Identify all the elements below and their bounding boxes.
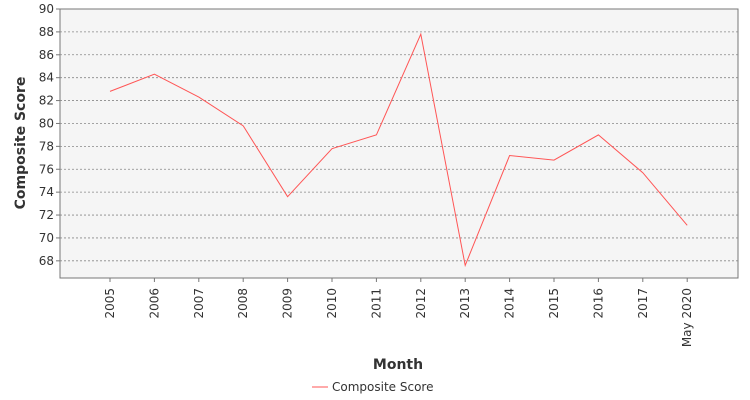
y-tick-label: 72 bbox=[39, 208, 54, 222]
series-line bbox=[109, 32, 688, 268]
y-tick-label: 86 bbox=[39, 48, 54, 62]
x-tick-label: 2017 bbox=[636, 288, 650, 319]
x-tick-label: 2013 bbox=[458, 288, 472, 319]
y-tick-label: 88 bbox=[39, 25, 54, 39]
x-axis-ticks: 2005 2006 2007 2008 2009 2010 2011 2012 2013 2014… bbox=[103, 278, 694, 347]
legend-label: Composite Score bbox=[332, 380, 433, 394]
y-tick-label: 74 bbox=[39, 185, 54, 199]
y-tick-label: 84 bbox=[39, 71, 54, 85]
x-tick-label: 2006 bbox=[147, 288, 161, 319]
gridlines bbox=[60, 31, 738, 262]
x-tick-label: 2008 bbox=[236, 288, 250, 319]
y-tick-label: 80 bbox=[39, 116, 54, 130]
x-tick-label: May 2020 bbox=[680, 288, 694, 347]
x-tick-label: 2015 bbox=[547, 288, 561, 319]
plot-area bbox=[59, 8, 739, 279]
x-tick-label: 2011 bbox=[369, 288, 383, 319]
x-tick-label: 2007 bbox=[192, 288, 206, 319]
y-tick-label: 68 bbox=[39, 254, 54, 268]
x-tick-label: 2016 bbox=[591, 288, 605, 319]
x-tick-label: 2005 bbox=[103, 288, 117, 319]
y-tick-label: 70 bbox=[39, 231, 54, 245]
x-tick-label: 2014 bbox=[503, 288, 517, 319]
x-tick-label: 2012 bbox=[414, 288, 428, 319]
y-axis-ticks: 68 70 72 74 76 78 80 82 84 86 88 90 bbox=[39, 2, 60, 268]
y-tick-label: 78 bbox=[39, 139, 54, 153]
y-tick-label: 90 bbox=[39, 2, 54, 16]
y-tick-label: 82 bbox=[39, 94, 54, 108]
y-axis-title: Composite Score bbox=[13, 77, 29, 210]
y-tick-label: 76 bbox=[39, 162, 54, 176]
series-group bbox=[109, 32, 688, 268]
x-axis-title: Month bbox=[373, 357, 423, 373]
legend: Composite Score bbox=[312, 380, 433, 394]
x-tick-label: 2009 bbox=[281, 288, 295, 319]
x-tick-label: 2010 bbox=[325, 288, 339, 319]
